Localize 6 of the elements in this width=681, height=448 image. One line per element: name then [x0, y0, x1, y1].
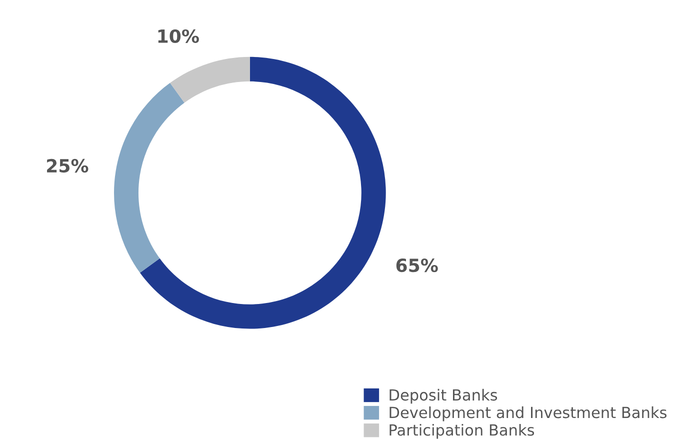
data-label: 25% — [47, 158, 88, 173]
data-label: 65% — [396, 258, 438, 272]
data-label: 10% — [158, 29, 199, 43]
legend-label: Deposit Banks — [390, 388, 498, 404]
legend-label: Development and Investment Banks — [390, 406, 667, 422]
legend-label: Participation Banks — [390, 424, 534, 439]
